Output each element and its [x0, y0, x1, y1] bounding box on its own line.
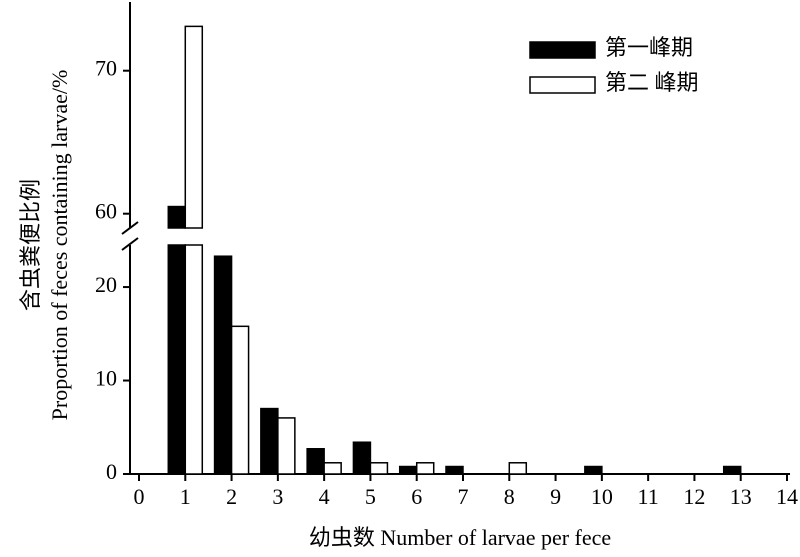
bar	[184, 244, 204, 475]
bar	[213, 255, 233, 475]
bar	[398, 465, 418, 475]
bar	[369, 462, 389, 475]
x-tick-label: 7	[458, 484, 469, 509]
bar	[352, 441, 372, 475]
y-tick-label: 0	[106, 459, 117, 484]
legend-label: 第一峰期	[605, 35, 693, 60]
y-axis-label: Proportion of feces containing larvae/%	[47, 70, 72, 421]
x-tick-label: 12	[683, 484, 705, 509]
x-tick-label: 4	[319, 484, 330, 509]
x-tick-label: 1	[180, 484, 191, 509]
x-tick-label: 14	[776, 484, 798, 509]
bar	[277, 417, 296, 475]
x-tick-label: 11	[638, 484, 659, 509]
x-tick-label: 6	[411, 484, 422, 509]
y-tick-label: 60	[95, 199, 117, 224]
legend-swatch	[529, 76, 596, 94]
bar	[167, 205, 187, 229]
axis-break	[121, 221, 139, 235]
bar	[415, 462, 435, 475]
x-axis-label: 幼虫数 Number of larvae per fece	[309, 525, 611, 550]
bar	[184, 25, 204, 229]
legend-label: 第二 峰期	[605, 70, 699, 95]
x-tick-label: 5	[365, 484, 376, 509]
axis-break	[121, 237, 139, 251]
y-tick-label: 10	[95, 366, 117, 391]
legend-swatch	[529, 41, 596, 59]
y-tick-label: 20	[95, 272, 117, 297]
bar	[167, 244, 187, 475]
x-tick-label: 8	[504, 484, 515, 509]
x-tick-label: 2	[226, 484, 237, 509]
y-tick-label: 70	[95, 56, 117, 81]
bar	[722, 465, 742, 475]
bar	[584, 465, 603, 475]
x-tick-label: 13	[730, 484, 752, 509]
bar	[260, 407, 279, 475]
bar	[323, 462, 342, 475]
x-tick-label: 3	[272, 484, 283, 509]
x-tick-label: 9	[550, 484, 561, 509]
y-axis-label: 含虫粪便比例	[18, 179, 43, 311]
bar	[306, 448, 325, 475]
x-tick-label: 10	[591, 484, 613, 509]
bar	[508, 462, 528, 475]
bar	[445, 465, 464, 475]
x-tick-label: 0	[134, 484, 145, 509]
bar	[230, 325, 250, 475]
